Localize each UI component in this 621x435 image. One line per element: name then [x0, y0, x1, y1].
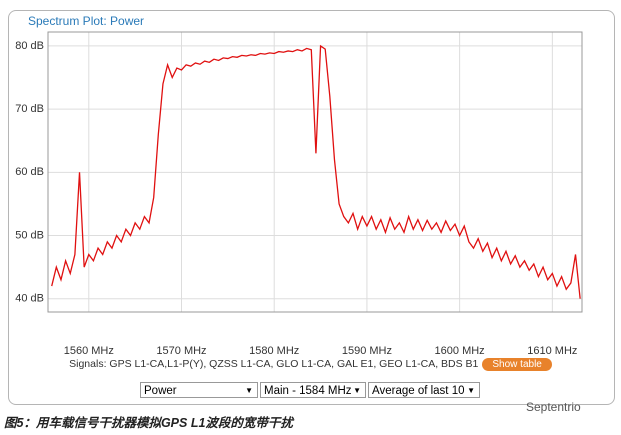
x-tick-label: 1580 MHz [249, 345, 299, 357]
caption: 图5：用车载信号干扰器模拟GPS L1波段的宽带干扰 [4, 416, 293, 430]
dropdown-text: Power [144, 385, 177, 397]
y-tick-label: 80 dB [15, 40, 44, 52]
show-table-button[interactable]: Show table [482, 358, 552, 371]
signals-text: Signals: GPS L1-CA,L1-P(Y), QZSS L1-CA, … [69, 358, 479, 370]
y-tick-label: 40 dB [15, 293, 44, 305]
dropdown[interactable]: Average of last 10 ▼ [368, 382, 480, 398]
x-tick-label: 1560 MHz [64, 345, 114, 357]
watermark: Septentrio [526, 400, 581, 414]
y-tick-label: 60 dB [15, 166, 44, 178]
x-tick-label: 1610 MHz [527, 345, 577, 357]
spectrum-line [51, 44, 581, 299]
dropdown-text: Average of last 10 [372, 385, 465, 397]
plot-area [47, 31, 583, 313]
x-tick-label: 1570 MHz [156, 345, 206, 357]
panel: Spectrum Plot: Power [8, 10, 615, 405]
x-tick-label: 1590 MHz [342, 345, 392, 357]
x-tick-label: 1600 MHz [435, 345, 485, 357]
dropdown[interactable]: Main - 1584 MHz ▼ [260, 382, 366, 398]
y-tick-label: 50 dB [15, 229, 44, 241]
signals-row: Signals: GPS L1-CA,L1-P(Y), QZSS L1-CA, … [0, 358, 621, 371]
panel-title: Spectrum Plot: Power [25, 14, 148, 28]
dropdown-text: Main - 1584 MHz [264, 385, 352, 397]
dropdown[interactable]: Power ▼ [140, 382, 258, 398]
y-tick-label: 70 dB [15, 103, 44, 115]
